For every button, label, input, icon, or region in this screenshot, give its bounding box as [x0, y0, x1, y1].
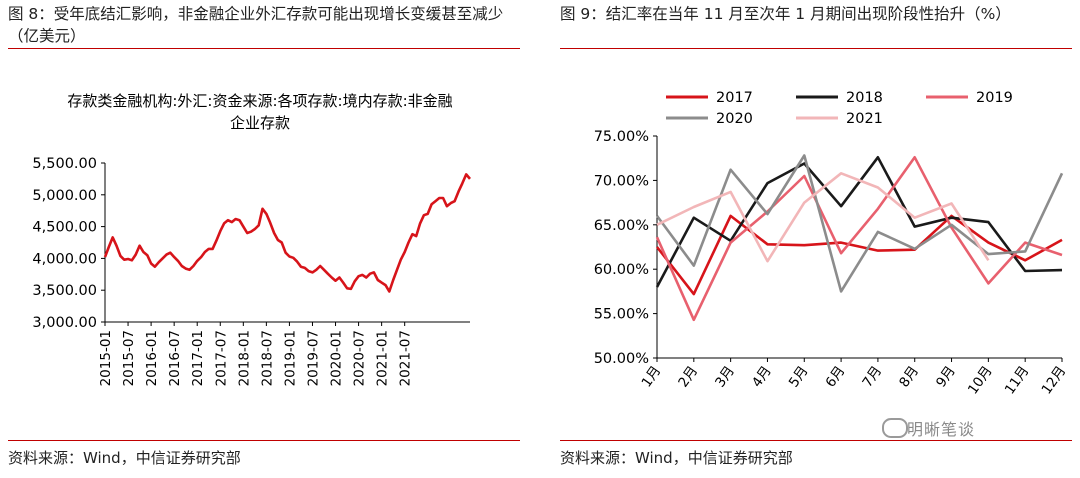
legend-2018-label: 2018: [846, 90, 883, 106]
y-tick-label: 5,500.00: [32, 156, 97, 172]
x-tick-label: 2月: [675, 363, 701, 390]
y-tick-label: 5,000.00: [32, 188, 97, 204]
legend-2017-label: 2017: [716, 90, 753, 106]
y-tick-label: 4,000.00: [32, 251, 97, 267]
y-tick-label: 60.00%: [594, 262, 649, 278]
series-2017-line: [655, 214, 1063, 296]
watermark: 明晰笔谈: [907, 420, 976, 439]
legend-2020-label: 2020: [716, 111, 753, 127]
y-tick-label: 3,000.00: [32, 315, 97, 331]
x-tick-label: 2021-01: [375, 330, 391, 386]
x-tick-label: 8月: [896, 363, 922, 390]
deposit-series-line: [103, 173, 471, 293]
source-rule: [8, 440, 520, 441]
legend-2021-label: 2021: [846, 111, 883, 127]
x-tick-label: 2017-01: [190, 330, 206, 386]
x-tick-label: 2020-01: [329, 330, 345, 386]
figure-9-source: 资料来源：Wind，中信证券研究部: [560, 449, 793, 467]
x-tick-label: 2018-07: [259, 330, 275, 386]
x-tick-label: 2019-01: [282, 330, 298, 386]
y-tick-label: 50.00%: [594, 351, 649, 367]
x-tick-label: 2015-01: [98, 330, 114, 386]
x-tick-label: 5月: [786, 363, 812, 390]
x-tick-label: 2019-07: [305, 330, 321, 386]
y-tick-label: 4,500.00: [32, 220, 97, 236]
settlement-rate-chart: 75.00% 70.00% 65.00% 60.00% 55.00% 50.00%1月 2月…: [594, 90, 1070, 397]
title-rule: [8, 48, 520, 49]
title-rule: [560, 48, 1072, 49]
x-tick-label: 2021-07: [398, 330, 414, 386]
y-tick-label: 65.00%: [594, 218, 649, 234]
figure-8-title: 图 8：受年底结汇影响，非金融企业外汇存款可能出现增长变缓甚至减少（亿美元）: [8, 5, 504, 45]
figure-8-source: 资料来源：Wind，中信证券研究部: [8, 449, 241, 467]
x-tick-label: 10月: [965, 363, 996, 397]
y-tick-label: 70.00%: [594, 173, 649, 189]
x-tick-label: 2017-07: [213, 330, 229, 386]
x-tick-label: 2015-07: [121, 330, 137, 386]
series-2019-line: [655, 156, 1063, 322]
x-tick-label: 3月: [712, 363, 738, 390]
y-tick-label: 55.00%: [594, 307, 649, 323]
x-tick-label: 7月: [859, 363, 885, 390]
legend-2019-label: 2019: [976, 90, 1013, 106]
left-figure: 图 8：受年底结汇影响，非金融企业外汇存款可能出现增长变缓甚至减少（亿美元） 存…: [0, 0, 528, 478]
series-2020-line: [655, 154, 1064, 293]
x-tick-label: 2016-01: [144, 330, 160, 386]
x-tick-label: 2020-07: [352, 330, 368, 386]
x-tick-label: 1月: [638, 363, 664, 390]
figure-9-title: 图 9：结汇率在当年 11 月至次年 1 月期间出现阶段性抬升（%）: [560, 5, 1011, 23]
series-2021-line: [656, 172, 990, 263]
y-tick-label: 75.00%: [594, 129, 649, 145]
x-tick-label: 12月: [1039, 363, 1070, 397]
right-figure: 图 9：结汇率在当年 11 月至次年 1 月期间出现阶段性抬升（%） 75.00…: [552, 0, 1080, 478]
deposit-chart: 5,500.00 5,000.00 4,500.00 4,000.00 3,500.00…: [32, 156, 471, 386]
x-tick-label: 2016-07: [167, 330, 183, 386]
x-tick-label: 9月: [933, 363, 959, 390]
y-tick-label: 3,500.00: [32, 283, 97, 299]
x-tick-label: 6月: [823, 363, 849, 390]
deposit-chart-title: 存款类金融机构:外汇:资金来源:各项存款:境内存款:非金融企业存款: [67, 92, 453, 132]
source-rule: [560, 440, 1072, 441]
x-tick-label: 2018-01: [236, 330, 252, 386]
wechat-icon: [882, 418, 908, 438]
x-tick-label: 11月: [1002, 363, 1033, 397]
x-tick-label: 4月: [749, 363, 775, 390]
